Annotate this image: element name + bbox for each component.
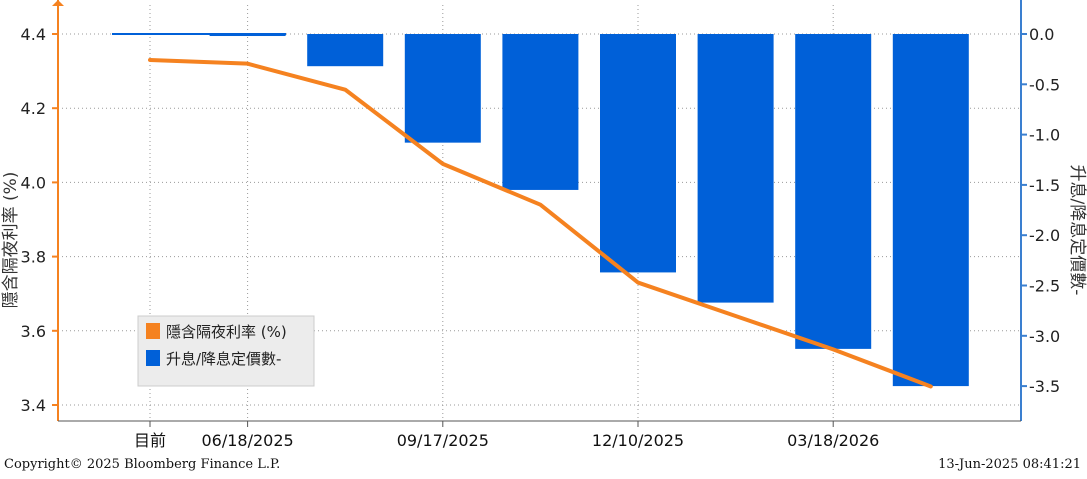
legend-label: 隱含隔夜利率 (%) [166, 323, 287, 341]
legend-swatch [146, 323, 160, 339]
bar [600, 34, 676, 273]
left-axis-label: 隱含隔夜利率 (%) [1, 172, 21, 309]
right-tick-label: -0.5 [1029, 75, 1060, 94]
legend-swatch [146, 350, 160, 366]
left-tick-label: 4.0 [21, 173, 46, 192]
right-tick-label: 0.0 [1029, 25, 1054, 44]
right-tick-label: -2.0 [1029, 226, 1060, 245]
left-tick-label: 3.8 [21, 248, 46, 267]
right-tick-label: -1.5 [1029, 176, 1060, 195]
legend-box [137, 315, 315, 387]
bar [404, 34, 481, 143]
copyright: Copyright© 2025 Bloomberg Finance L.P. [4, 457, 281, 472]
right-axis-label: 升息/降息定價數- [1067, 165, 1087, 296]
right-tick-label: -1.0 [1029, 126, 1060, 145]
legend-label: 升息/降息定價數- [166, 350, 281, 368]
x-tick-label: 12/10/2025 [592, 431, 684, 450]
line-path [148, 57, 933, 389]
bar [307, 34, 384, 67]
right-tick-label: -3.5 [1029, 377, 1060, 396]
line-series [148, 57, 933, 389]
bar [209, 34, 286, 37]
timestamp: 13-Jun-2025 08:41:21 [938, 457, 1081, 472]
bars [112, 33, 969, 387]
left-tick-label: 3.6 [21, 322, 46, 341]
bar [795, 34, 872, 349]
bar [502, 34, 579, 190]
right-tick-label: -3.0 [1029, 327, 1060, 346]
legend: 隱含隔夜利率 (%) 升息/降息定價數- [137, 315, 315, 387]
x-tick-label: 目前 [134, 431, 166, 450]
x-tick-label: 06/18/2025 [201, 431, 293, 450]
left-tick-label: 4.4 [21, 25, 46, 44]
left-tick-label: 4.2 [21, 99, 46, 118]
tick-labels: 3.4 3.6 3.8 4.0 4.2 4.4 0.0 -0.5 -1.0 -1.5 -2.0 -2.… [21, 25, 1061, 450]
bar [697, 34, 774, 303]
right-tick-label: -2.5 [1029, 277, 1060, 296]
bar [892, 34, 969, 387]
left-tick-label: 3.4 [21, 396, 46, 415]
left-axis-arrow [52, 0, 64, 6]
x-tick-label: 03/18/2026 [787, 431, 879, 450]
axes [52, 0, 1022, 422]
x-tick-label: 09/17/2025 [397, 431, 489, 450]
